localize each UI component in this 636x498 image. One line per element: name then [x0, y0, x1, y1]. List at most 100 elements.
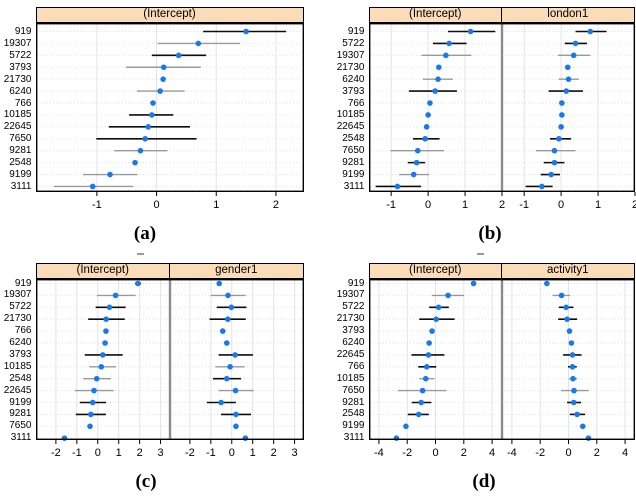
estimate-dot — [555, 135, 562, 142]
row-label: 919 — [14, 26, 32, 37]
estimate-dot — [402, 423, 409, 429]
row-label: 6240 — [9, 337, 32, 348]
estimate-dot — [101, 339, 108, 346]
estimate-dot — [148, 112, 155, 118]
estimate-dot — [414, 147, 421, 154]
row-label: 766 — [347, 97, 365, 109]
estimate-dot — [435, 304, 441, 310]
row-label: 3111 — [343, 432, 365, 444]
estimate-dot — [467, 28, 473, 35]
estimate-dot — [572, 40, 578, 47]
x-tick-label: -2 — [51, 447, 61, 459]
row-label: 10185 — [3, 109, 32, 121]
estimate-dot — [413, 159, 419, 166]
row-label: 7650 — [9, 133, 32, 145]
estimate-dot — [98, 363, 104, 370]
x-tick-label: 1 — [249, 447, 255, 459]
estimate-dot — [570, 52, 576, 59]
x-tick-label: 4 — [489, 447, 495, 459]
row-label: 766 — [14, 97, 32, 109]
panel-header: (Intercept) — [35, 7, 304, 23]
estimate-dot — [432, 315, 439, 322]
estimate-dot — [219, 327, 226, 334]
estimate-dot — [557, 124, 564, 130]
x-tick-label: 1 — [115, 447, 121, 459]
row-label: 9281 — [9, 145, 32, 157]
clipped-text-artifact — [477, 253, 484, 255]
estimate-dot — [585, 434, 591, 441]
estimate-dot — [134, 280, 141, 286]
estimate-dot — [570, 387, 577, 393]
estimate-dot — [217, 399, 224, 405]
row-label: 2548 — [342, 408, 365, 420]
estimate-dot — [426, 100, 433, 106]
estimate-dot — [421, 135, 428, 142]
row-label: 3793 — [342, 325, 365, 337]
row-label: 5722 — [342, 37, 365, 49]
estimate-dot — [419, 387, 425, 393]
row-label: 6240 — [342, 73, 365, 85]
estimate-dot — [538, 183, 545, 190]
panel-header: (Intercept) london1 — [368, 7, 635, 23]
estimate-dot — [558, 112, 565, 118]
column-header: activity1 — [501, 263, 634, 278]
row-label: 6240 — [342, 337, 365, 348]
estimate-dot — [224, 292, 231, 298]
x-tick-label: 3 — [157, 447, 163, 459]
column-header: (Intercept) — [409, 263, 462, 276]
estimate-dot — [566, 327, 572, 334]
plot-area: -1 0 1 2 -1 0 1 2 — [368, 22, 636, 211]
x-tick-label: -1 — [71, 447, 81, 459]
x-tick-label: 2 — [460, 447, 466, 459]
row-label: 19307 — [336, 289, 365, 301]
estimate-dot — [231, 351, 238, 358]
column-header: (Intercept) — [76, 263, 129, 276]
row-label: 9199 — [9, 396, 32, 408]
estimate-dot — [423, 363, 430, 370]
plot-area: -4 -2 0 2 4 -4 -2 0 2 4 — [368, 278, 635, 459]
row-label: 766 — [14, 325, 32, 337]
row-label: 9199 — [342, 420, 365, 432]
estimate-dot — [551, 159, 557, 166]
panel-b: (Intercept) london1 919 5722 19307 21730 6240 3… — [327, 7, 636, 216]
estimate-dot — [569, 375, 576, 381]
row-label: 19307 — [3, 289, 32, 301]
x-tick-label: -2 — [185, 447, 195, 459]
row-label: 21730 — [3, 73, 32, 85]
row-label: 9199 — [9, 169, 32, 181]
estimate-dot — [223, 375, 230, 381]
estimate-dot — [445, 40, 452, 47]
caption-a: (a) — [133, 223, 157, 244]
row-label: 3793 — [9, 61, 32, 73]
x-tick-label: 2 — [593, 447, 599, 459]
estimate-dot — [558, 100, 565, 106]
estimate-dot — [86, 423, 93, 429]
x-tick-label: 0 — [228, 447, 234, 459]
x-tick-label: 1 — [461, 199, 467, 211]
row-label: 21730 — [336, 313, 365, 325]
estimate-dot — [226, 363, 233, 370]
row-label: 5722 — [9, 49, 32, 61]
plot-background — [35, 23, 304, 192]
estimate-dot — [228, 304, 234, 310]
estimate-dot — [563, 315, 570, 322]
x-tick-label: 0 — [153, 199, 159, 211]
row-label: 919 — [347, 26, 365, 37]
estimate-dot — [195, 40, 201, 47]
estimate-dot — [569, 363, 575, 370]
estimate-dot — [160, 64, 167, 71]
estimate-dot — [159, 76, 166, 82]
row-label: 10185 — [336, 109, 365, 121]
row-label: 22645 — [336, 121, 365, 133]
x-tick-label: 0 — [565, 447, 571, 459]
x-tick-label: 2 — [498, 199, 504, 211]
panel-header: (Intercept) activity1 — [368, 262, 635, 279]
estimate-dot — [431, 88, 438, 94]
row-label: 5722 — [342, 301, 365, 313]
panel-c: (Intercept) gender1 919 19307 5722 21730 766 62… — [0, 262, 304, 464]
x-tick-label: -1 — [386, 199, 396, 211]
estimate-dot — [551, 147, 557, 154]
estimate-dot — [565, 76, 571, 82]
row-label: 10185 — [336, 372, 365, 384]
